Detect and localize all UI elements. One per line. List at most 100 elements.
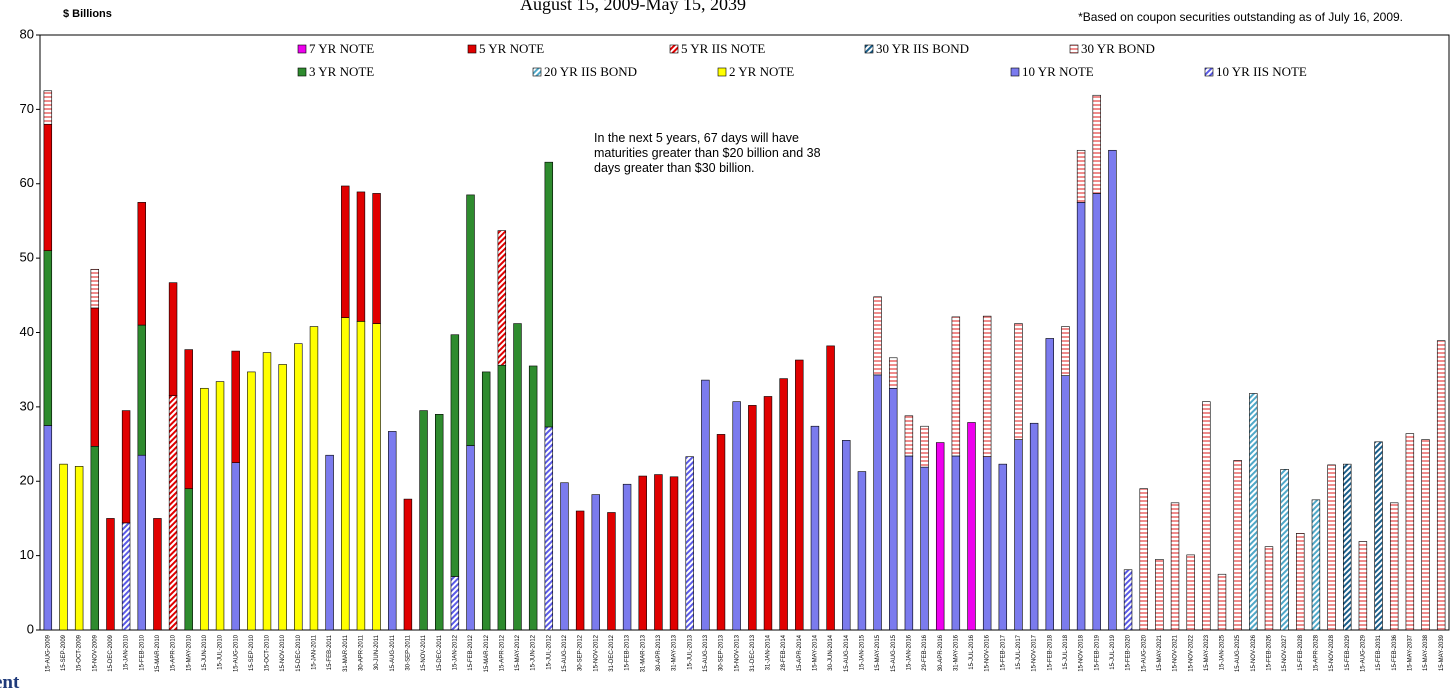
bar-segment (1327, 464, 1336, 631)
x-tick-label: 15-NOV-2018 (1079, 634, 1085, 671)
y-tick-label: 40 (20, 324, 34, 339)
legend-label: 5 YR NOTE (479, 41, 544, 56)
x-tick-label: 15-JAN-2025 (1220, 634, 1226, 670)
legend-label: 3 YR NOTE (309, 64, 374, 79)
x-tick-label: 15-JUL-2016 (969, 634, 975, 669)
x-tick-label: 15-FEB-2018 (1047, 634, 1053, 670)
legend-swatch (297, 44, 307, 54)
x-tick-label: 15-MAY-2039 (1439, 634, 1445, 671)
bar-segment (1029, 422, 1039, 631)
y-axis-label: $ Billions (63, 8, 112, 20)
legend-label: 7 YR NOTE (309, 41, 374, 56)
x-tick-label: 15-MAY-2015 (875, 634, 881, 671)
x-tick-label: 15-MAY-2010 (186, 634, 192, 671)
bar-segment (842, 440, 851, 631)
x-tick-label: 15-NOV-2013 (734, 634, 740, 671)
x-tick-label: 15-FEB-2036 (1392, 634, 1398, 670)
bar-segment (481, 371, 491, 631)
bar-segment (1233, 460, 1242, 631)
x-tick-label: 15-JUL-2012 (546, 634, 552, 669)
x-tick-label: 15-NOV-2022 (1188, 634, 1194, 671)
legend-label: 10 YR IIS NOTE (1216, 64, 1307, 79)
x-tick-label: 31-DEC-2012 (609, 634, 615, 671)
x-tick-label: 15-JUN-2012 (531, 634, 537, 670)
bar-segment (1311, 499, 1321, 631)
legend-swatch (532, 67, 542, 77)
x-tick-label: 15-DEC-2010 (296, 634, 302, 671)
legend-swatch (717, 67, 727, 77)
x-tick-label: 15-MAY-2012 (515, 634, 521, 671)
x-tick-label: 30-SEP-2012 (578, 634, 584, 671)
bar-segment (466, 445, 475, 631)
bar-segment (43, 90, 53, 125)
bar-segment (669, 476, 679, 631)
bar-segment (200, 387, 209, 631)
x-tick-label: 15-FEB-2020 (1126, 634, 1132, 670)
x-tick-label: 15-APR-2012 (499, 634, 505, 671)
bar-segment (137, 454, 146, 631)
y-tick-label: 0 (27, 621, 34, 636)
bar-segment (419, 410, 428, 631)
bar-segment (638, 475, 647, 631)
x-tick-label: 15-FEB-2031 (1376, 634, 1382, 670)
footer-fragment: ent (0, 672, 20, 693)
bar-segment (309, 326, 319, 631)
bar-segment (59, 463, 68, 631)
x-tick-label: 15-JUN-2010 (202, 634, 208, 670)
bar-segment (1280, 469, 1289, 631)
bar-segment (810, 425, 820, 631)
bar-segment (1092, 94, 1101, 194)
bar-segment (1217, 573, 1227, 631)
bar-segment (544, 161, 554, 428)
x-tick-label: 15-AUG-2012 (562, 634, 568, 672)
bar-segment (716, 434, 726, 631)
bar-segment (372, 193, 381, 324)
legend-label: 10 YR NOTE (1022, 64, 1094, 79)
x-tick-label: 15-JAN-2011 (312, 634, 318, 670)
x-tick-label: 15-NOV-2026 (1251, 634, 1257, 671)
annotation: days greater than $30 billion. (594, 161, 755, 175)
x-tick-label: 30-APR-2011 (359, 634, 365, 671)
x-tick-label: 15-AUG-2015 (891, 634, 897, 672)
x-tick-label: 15-MAR-2010 (155, 634, 161, 672)
bar-segment (497, 364, 507, 631)
x-tick-label: 28-FEB-2014 (781, 634, 787, 670)
bar-segment (779, 378, 788, 631)
bar-segment (904, 455, 914, 631)
x-tick-label: 15-NOV-2021 (1173, 634, 1179, 671)
x-tick-label: 15-NOV-2011 (421, 634, 427, 671)
bar-segment (889, 387, 898, 631)
bar-segment (701, 379, 710, 631)
legend-label: 5 YR IIS NOTE (681, 41, 765, 56)
bar-segment (247, 371, 256, 631)
x-tick-label: 31-MAY-2016 (953, 634, 959, 671)
bar-segment (121, 522, 131, 631)
y-tick-label: 50 (20, 250, 34, 265)
bar-segment (1155, 559, 1164, 631)
bar-segment (168, 282, 178, 397)
bar-segment (795, 359, 804, 631)
x-tick-label: 15-AUG-2009 (45, 634, 51, 672)
bar-segment (560, 482, 569, 631)
x-tick-label: 15-JUL-2019 (1110, 634, 1116, 669)
x-tick-label: 15-MAY-2023 (1204, 634, 1210, 671)
bar-segment (857, 471, 867, 631)
x-tick-label: 30-SEP-2013 (719, 634, 725, 671)
annotation: In the next 5 years, 67 days will have (594, 131, 799, 145)
x-tick-label: 15-MAY-2037 (1407, 634, 1413, 671)
bar-segment (262, 352, 272, 631)
x-tick-label: 30-SEP-2011 (405, 634, 411, 670)
bar-segment (904, 415, 914, 457)
x-tick-label: 15-OCT-2010 (265, 634, 271, 671)
x-tick-label: 15-NOV-2027 (1282, 634, 1288, 671)
x-tick-label: 15-FEB-2010 (139, 634, 145, 670)
bar-segment (1045, 338, 1054, 631)
bar-segment (1264, 546, 1274, 631)
legend-swatch (297, 67, 307, 77)
bar-segment (356, 191, 366, 322)
legend-label: 20 YR IIS BOND (544, 64, 637, 79)
legend-swatch (467, 44, 477, 54)
legend-swatch (669, 44, 679, 54)
y-tick-label: 20 (20, 473, 34, 488)
x-tick-label: 15-AUG-2011 (390, 634, 396, 671)
